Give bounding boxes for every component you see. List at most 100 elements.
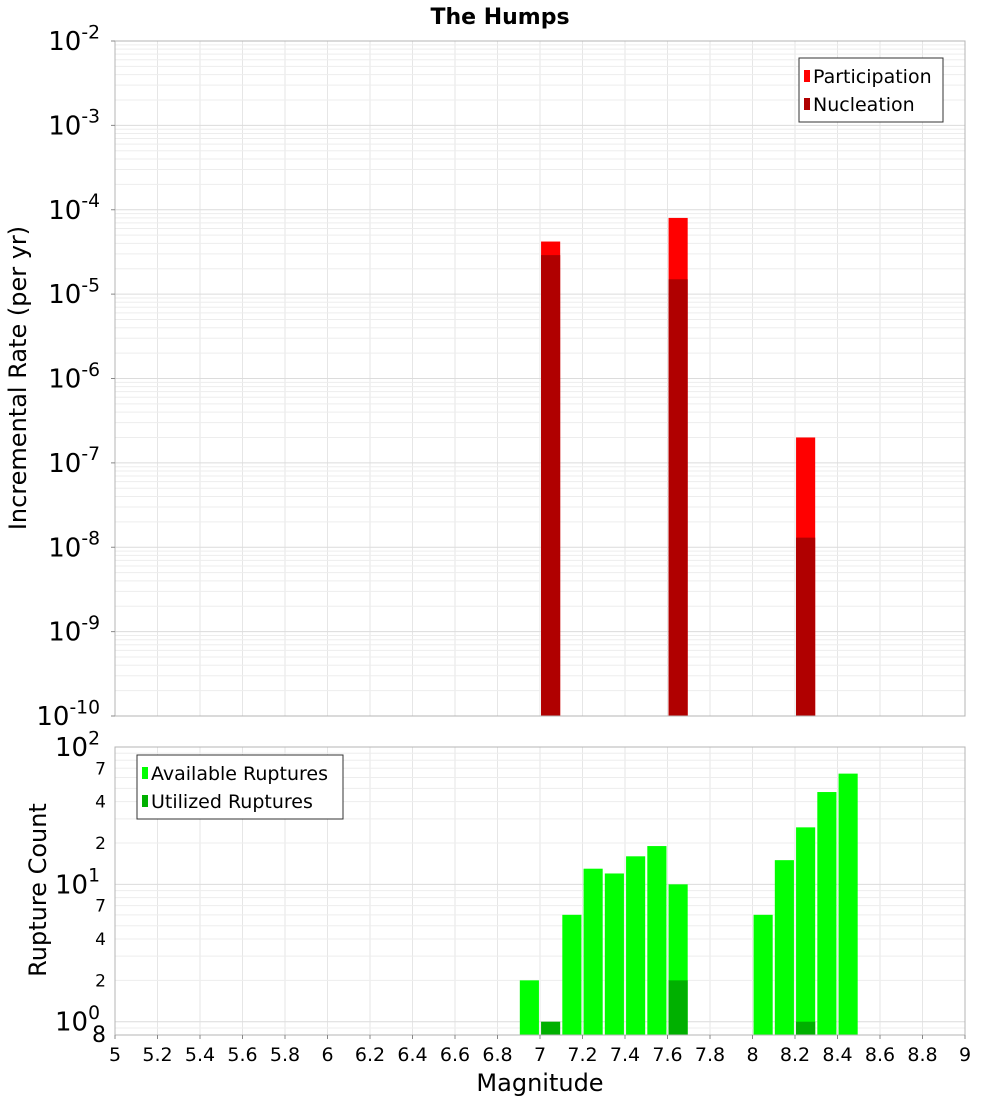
- count-y-tick-label-major-exponent: 2: [88, 728, 100, 749]
- x-axis-label: Magnitude: [476, 1069, 603, 1097]
- rate-y-tick-label: 10-4: [48, 191, 100, 226]
- legend-label: Available Ruptures: [151, 763, 328, 785]
- rate-y-tick-label-base: 10: [48, 618, 81, 648]
- rate-y-tick-label: 10-5: [48, 275, 100, 310]
- count-legend: Available Ruptures Utilized Ruptures: [136, 754, 344, 820]
- legend-swatch: [804, 98, 810, 110]
- rate-y-tick-label-exponent: -7: [81, 444, 100, 465]
- count-y-tick-label-major: 101: [55, 866, 100, 901]
- rate-y-tick-label-base: 10: [48, 280, 81, 310]
- x-tick-label: 8.8: [907, 1044, 937, 1066]
- x-tick-label: 5: [109, 1044, 121, 1066]
- rate-y-tick-label-base: 10: [48, 533, 81, 563]
- x-tick-label: 7.2: [567, 1044, 597, 1066]
- rate-y-tick-label: 10-6: [48, 360, 100, 395]
- x-tick-label: 7: [534, 1044, 546, 1066]
- count-y-axis-label: Rupture Count: [24, 803, 52, 977]
- count-y-tick-label-major-base: 10: [55, 733, 88, 763]
- rate-y-tick-label-exponent: -4: [81, 191, 100, 212]
- count-bar-primary: [796, 827, 816, 1035]
- rate-y-tick-label-exponent: -5: [81, 275, 100, 296]
- count-y-tick-label-major: 102: [55, 728, 100, 763]
- rate-y-tick-label-base: 10: [48, 196, 81, 226]
- legend-label: Nucleation: [813, 94, 915, 116]
- count-y-tick-label-minor: 7: [95, 897, 106, 917]
- x-tick-label: 6.8: [482, 1044, 512, 1066]
- x-tick-label: 5.2: [142, 1044, 172, 1066]
- rate-y-tick-label-exponent: -2: [81, 22, 100, 43]
- count-y-tick-label-major-base: 10: [55, 870, 88, 900]
- x-tick-label: 8: [746, 1044, 758, 1066]
- rate-bar-secondary: [541, 255, 561, 716]
- x-tick-label: 6.4: [397, 1044, 427, 1066]
- count-y-tick-label-minor: 4: [95, 793, 106, 813]
- chart-title: The Humps: [430, 5, 569, 30]
- rate-y-tick-label-base: 10: [36, 702, 69, 732]
- x-tick-label: 8.2: [780, 1044, 810, 1066]
- rate-bar-secondary: [796, 537, 816, 716]
- x-tick-label: 8.6: [865, 1044, 895, 1066]
- x-tick-label: 6.6: [440, 1044, 470, 1066]
- count-bar-primary: [817, 792, 837, 1035]
- rate-grid: [114, 40, 966, 717]
- legend-label: Utilized Ruptures: [151, 791, 313, 813]
- count-y-tick-label-major: 100: [55, 1003, 100, 1038]
- count-bar-primary: [626, 856, 646, 1035]
- count-bar-secondary: [541, 1021, 561, 1035]
- rate-y-tick-label-exponent: -9: [81, 613, 100, 634]
- rate-bar-secondary: [668, 279, 688, 716]
- count-bar-primary: [647, 846, 667, 1035]
- rate-y-tick-label-exponent: -3: [81, 107, 100, 128]
- rate-y-tick-label-base: 10: [48, 449, 81, 479]
- count-bar-primary: [774, 860, 794, 1035]
- count-bar-primary: [562, 914, 582, 1035]
- rate-y-tick-label-base: 10: [48, 365, 81, 395]
- x-tick-label: 8.4: [822, 1044, 852, 1066]
- rate-y-tick-label: 10-3: [48, 107, 100, 142]
- rate-y-tick-label-exponent: -10: [69, 697, 100, 718]
- rate-y-axis-label: Incremental Rate (per yr): [4, 226, 32, 530]
- legend-swatch: [142, 767, 148, 779]
- count-y-tick-label-minor: 4: [95, 930, 106, 950]
- legend-box: [136, 754, 344, 820]
- count-bar-secondary: [668, 980, 688, 1035]
- rate-bars: [541, 217, 816, 717]
- count-y-tick-label-major-exponent: 1: [88, 866, 100, 887]
- x-tick-labels: 5 5.2 5.4 5.6 5.8 6 6.2 6.4 6.6 6.8 7 7.2 7.4 7.6 7.8 8…: [109, 1035, 971, 1066]
- x-tick-label: 5.6: [227, 1044, 257, 1066]
- rate-y-tick-label-exponent: -6: [81, 360, 100, 381]
- count-y-tick-label-major-base: 10: [55, 1008, 88, 1038]
- count-y-tick-label-major-exponent: 0: [88, 1003, 100, 1024]
- x-tick-label: 7.6: [652, 1044, 682, 1066]
- legend-label: Participation: [813, 66, 932, 88]
- legend-swatch: [142, 795, 148, 807]
- rate-y-tick-label: 10-7: [48, 444, 100, 479]
- rate-legend: Participation Nucleation: [798, 57, 944, 123]
- x-tick-label: 7.8: [695, 1044, 725, 1066]
- count-bars: [519, 773, 858, 1035]
- rate-y-tick-label-base: 10: [48, 27, 81, 57]
- rate-y-tick-label-exponent: -8: [81, 529, 100, 550]
- count-bar-primary: [838, 773, 858, 1035]
- count-y-tick-label-extra: 8: [92, 1023, 106, 1048]
- x-tick-label: 5.8: [270, 1044, 300, 1066]
- x-tick-label: 7.4: [610, 1044, 640, 1066]
- rate-y-tick-label: 10-10: [36, 697, 100, 732]
- x-tick-label: 9: [959, 1044, 971, 1066]
- rate-y-tick-label: 10-8: [48, 529, 100, 564]
- count-y-tick-label-minor: 2: [95, 834, 106, 854]
- count-bar-secondary: [796, 1021, 816, 1035]
- legend-box: [798, 57, 944, 123]
- count-y-tick-label-minor: 2: [95, 971, 106, 991]
- rate-y-tick-label: 10-2: [48, 22, 100, 57]
- x-tick-label: 6: [321, 1044, 333, 1066]
- count-bar-primary: [519, 980, 539, 1035]
- count-bar-primary: [583, 868, 603, 1035]
- rate-y-tick-label: 10-9: [48, 613, 100, 648]
- x-tick-label: 5.4: [185, 1044, 215, 1066]
- legend-swatch: [804, 70, 810, 82]
- x-tick-label: 6.2: [355, 1044, 385, 1066]
